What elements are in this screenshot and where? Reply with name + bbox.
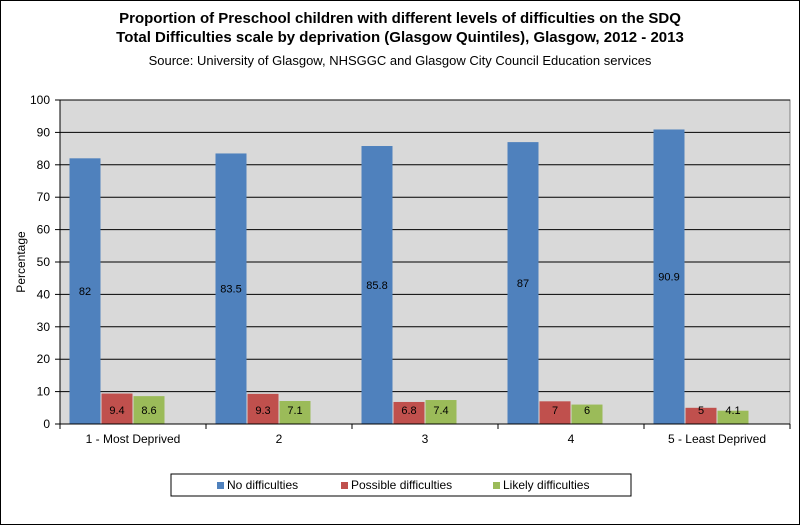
y-tick-label: 20: [37, 352, 51, 366]
y-axis-label: Percentage: [14, 231, 28, 293]
bar: [215, 153, 247, 424]
bar-value-label: 6: [584, 405, 590, 417]
x-tick-label: 1 - Most Deprived: [86, 432, 181, 446]
bar-value-label: 85.8: [366, 280, 387, 292]
bar-value-label: 8.6: [141, 405, 156, 417]
bar-value-label: 9.3: [255, 405, 270, 417]
y-tick-label: 80: [37, 158, 51, 172]
legend-label: Possible difficulties: [351, 478, 452, 492]
y-tick-label: 10: [37, 385, 51, 399]
bar: [425, 400, 457, 424]
y-tick-label: 40: [37, 287, 51, 301]
y-tick-label: 70: [37, 190, 51, 204]
y-tick-label: 100: [30, 93, 50, 107]
bar-value-label: 6.8: [401, 405, 416, 417]
y-tick-label: 60: [37, 223, 51, 237]
legend-swatch: [493, 482, 500, 489]
bar: [539, 401, 571, 424]
y-tick-label: 50: [37, 255, 51, 269]
chart-title-line2: Total Difficulties scale by deprivation …: [116, 29, 684, 46]
bar-value-label: 9.4: [109, 405, 124, 417]
legend-swatch: [217, 482, 224, 489]
bar: [133, 396, 165, 424]
bar-value-label: 90.9: [658, 272, 679, 284]
x-tick-label: 3: [422, 432, 429, 446]
legend-box: [170, 473, 632, 497]
bar: [279, 400, 311, 424]
chart-title-line1: Proportion of Preschool children with di…: [119, 10, 681, 27]
y-tick-label: 0: [43, 417, 50, 431]
y-tick-label: 30: [37, 320, 51, 334]
bar-value-label: 5: [698, 405, 704, 417]
x-tick-label: 4: [568, 432, 575, 446]
legend-label: Likely difficulties: [503, 478, 589, 492]
bar: [101, 393, 133, 424]
bar: [685, 407, 717, 424]
bar: [653, 129, 685, 424]
bar-value-label: 7.1: [287, 405, 302, 417]
chart-subtitle: Source: University of Glasgow, NHSGGC an…: [148, 53, 652, 68]
legend-swatch: [341, 482, 348, 489]
bar: [247, 393, 279, 424]
bar-value-label: 82: [79, 286, 91, 298]
legend-label: No difficulties: [227, 478, 298, 492]
bar-value-label: 83.5: [220, 284, 241, 296]
legend: No difficulties Possible difficulties Like…: [170, 473, 632, 497]
bar: [361, 146, 393, 424]
y-tick-label: 90: [37, 125, 51, 139]
bar-value-label: 87: [517, 278, 529, 290]
bar: [717, 410, 749, 424]
bar: [69, 158, 101, 424]
bar: [571, 404, 603, 424]
bar-value-label: 7: [552, 405, 558, 417]
x-tick-label: 5 - Least Deprived: [668, 432, 766, 446]
bar-value-label: 7.4: [433, 405, 448, 417]
bar: [507, 142, 539, 424]
bar: [393, 401, 425, 424]
bar-value-label: 4.1: [725, 405, 740, 417]
x-tick-label: 2: [276, 432, 283, 446]
